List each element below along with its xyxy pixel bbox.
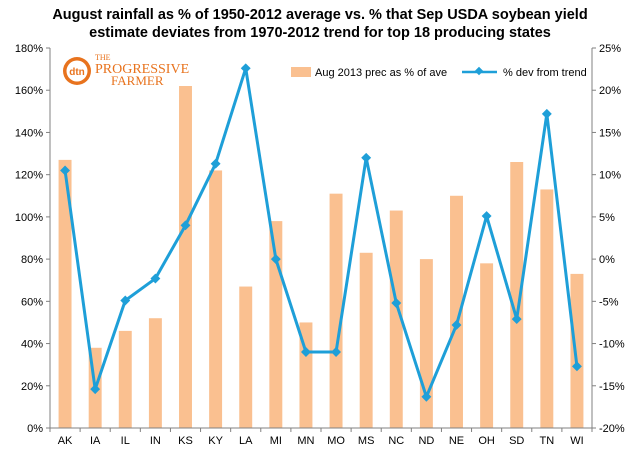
bar-MO bbox=[329, 193, 343, 428]
line-point-TN bbox=[541, 108, 552, 119]
y-left-tick-label: 180% bbox=[15, 43, 43, 55]
y-right-tick-label: 0% bbox=[599, 254, 615, 266]
x-tick-label-NE: NE bbox=[449, 435, 464, 447]
bar-AK bbox=[58, 159, 72, 428]
bar-NC bbox=[389, 210, 403, 428]
line-point-LA bbox=[240, 63, 251, 74]
y-left-tick-label: 160% bbox=[15, 85, 43, 97]
x-tick-label-MI: MI bbox=[270, 435, 282, 447]
line-series bbox=[60, 63, 582, 402]
x-tick-label-WI: WI bbox=[570, 435, 583, 447]
legend-bar-swatch bbox=[291, 67, 311, 77]
y-right-tick-label: 25% bbox=[599, 43, 621, 55]
logo-line1: THE bbox=[95, 53, 111, 62]
bar-NE bbox=[450, 195, 463, 428]
y-right-tick-label: -15% bbox=[599, 381, 625, 393]
line-point-KY bbox=[210, 158, 221, 169]
x-tick-label-IN: IN bbox=[150, 435, 161, 447]
y-right-tick-label: -5% bbox=[599, 296, 619, 308]
line-point-AK bbox=[60, 165, 71, 176]
x-tick-label-OH: OH bbox=[478, 435, 495, 447]
bar-KS bbox=[179, 86, 192, 428]
y-left-tick-label: 40% bbox=[21, 339, 43, 351]
bar-WI bbox=[570, 273, 584, 428]
x-tick-label-MS: MS bbox=[358, 435, 375, 447]
dtn-logo-inner bbox=[66, 60, 88, 82]
chart-title-line1: August rainfall as % of 1950-2012 averag… bbox=[52, 7, 588, 23]
x-tick-label-KS: KS bbox=[178, 435, 193, 447]
y-right-tick-label: 15% bbox=[599, 127, 621, 139]
x-tick-label-KY: KY bbox=[208, 435, 223, 447]
line-point-WI bbox=[571, 361, 582, 372]
y-right-tick-label: -20% bbox=[599, 423, 625, 435]
bar-MS bbox=[359, 252, 373, 428]
y-left-tick-label: 80% bbox=[21, 254, 43, 266]
line-point-ND bbox=[421, 391, 432, 402]
bar-ND bbox=[419, 259, 433, 428]
y-right-tick-label: 5% bbox=[599, 212, 615, 224]
y-right-tick-label: 10% bbox=[599, 170, 621, 182]
y-left-tick-label: 0% bbox=[27, 423, 43, 435]
bar-KY bbox=[209, 170, 223, 428]
x-tick-label-IA: IA bbox=[90, 435, 101, 447]
legend-line-label: % dev from trend bbox=[503, 67, 587, 79]
line-point-MS bbox=[361, 152, 372, 163]
line-dev-from-trend bbox=[63, 66, 579, 399]
line-point-KS bbox=[180, 220, 191, 231]
bar-IL bbox=[118, 330, 132, 428]
dtn-logo-text: dtn bbox=[69, 67, 85, 78]
y-right-tick-label: -10% bbox=[599, 339, 625, 351]
x-tick-label-NC: NC bbox=[388, 435, 404, 447]
line-point-MN bbox=[300, 347, 311, 357]
bar-OH bbox=[480, 263, 494, 428]
logo-line2: PROGRESSIVE bbox=[95, 62, 189, 77]
dtn-progressive-farmer-logo: dtn THE PROGRESSIVE FARMER bbox=[63, 53, 189, 88]
line-point-NC bbox=[391, 298, 402, 308]
x-tick-label-IL: IL bbox=[121, 435, 130, 447]
axes: 0% 20% 40% 60% 80% 100% 120% 140% 160% 180% -20% -1… bbox=[15, 43, 625, 447]
x-tick-label-MN: MN bbox=[297, 435, 314, 447]
y-right-tick-label: 20% bbox=[599, 85, 621, 97]
chart-title-line2: estimate deviates from 1970-2012 trend f… bbox=[89, 25, 551, 41]
line-point-MO bbox=[331, 347, 342, 357]
bar-SD bbox=[510, 162, 524, 428]
y-left-tick-label: 20% bbox=[21, 381, 43, 393]
y-left-tick-label: 60% bbox=[21, 296, 43, 308]
y-left-tick-label: 120% bbox=[15, 170, 43, 182]
bar-series bbox=[58, 86, 584, 428]
bar-TN bbox=[540, 189, 554, 428]
bar-LA bbox=[239, 286, 253, 428]
logo-line3: FARMER bbox=[111, 73, 164, 88]
chart-title: August rainfall as % of 1950-2012 averag… bbox=[0, 6, 640, 42]
x-tick-label-ND: ND bbox=[418, 435, 434, 447]
x-tick-label-TN: TN bbox=[539, 435, 554, 447]
line-point-SD bbox=[511, 314, 522, 325]
x-tick-label-MO: MO bbox=[327, 435, 345, 447]
line-point-NE bbox=[451, 320, 462, 330]
y-left-tick-label: 140% bbox=[15, 127, 43, 139]
legend-line-marker bbox=[474, 66, 484, 76]
bar-MN bbox=[299, 322, 313, 428]
x-tick-label-SD: SD bbox=[509, 435, 524, 447]
bar-IN bbox=[148, 318, 162, 428]
legend-bar-label: Aug 2013 prec as % of ave bbox=[315, 67, 447, 79]
line-point-OH bbox=[481, 211, 492, 221]
line-point-IN bbox=[150, 273, 161, 284]
x-tick-label-AK: AK bbox=[58, 435, 73, 447]
x-tick-label-LA: LA bbox=[239, 435, 253, 447]
y-left-tick-label: 100% bbox=[15, 212, 43, 224]
legend: Aug 2013 prec as % of ave % dev from tre… bbox=[291, 66, 587, 79]
